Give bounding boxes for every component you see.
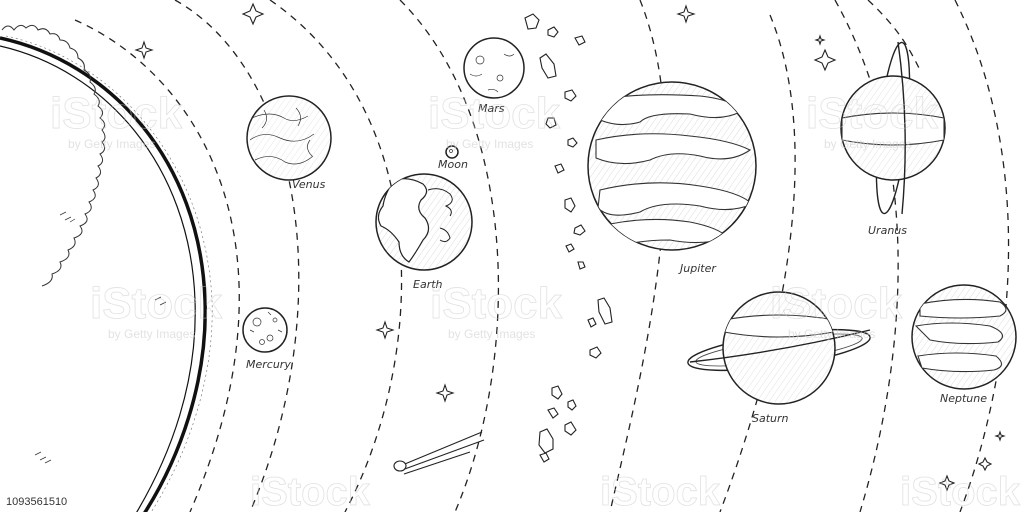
neptune-planet xyxy=(911,284,1017,390)
venus-label: Venus xyxy=(292,178,326,191)
orbit-neptune xyxy=(954,0,1010,513)
mercury-planet xyxy=(242,307,288,353)
uranus-planet xyxy=(840,41,946,215)
orbit-mars xyxy=(399,0,500,513)
watermark-brand-2: iStock xyxy=(428,89,561,138)
mars-planet xyxy=(463,37,525,99)
watermark: iStock by Getty Images iStock by Getty I… xyxy=(50,89,1022,515)
orbit-saturn xyxy=(719,14,796,513)
watermark-credit-4: by Getty Images xyxy=(108,327,195,341)
sparkle-stars xyxy=(134,2,1006,492)
sun xyxy=(0,24,213,517)
watermark-credit-3: by Getty Images xyxy=(824,137,911,151)
orbit-mercury xyxy=(74,19,240,513)
orbit-extra xyxy=(867,0,921,71)
watermark-credit-2: by Getty Images xyxy=(446,137,533,151)
asteroid-belt xyxy=(524,13,613,463)
earth-label: Earth xyxy=(413,278,443,291)
moon-label: Moon xyxy=(438,158,468,171)
earth-planet xyxy=(375,173,473,271)
watermark-credit-6: by Getty Images xyxy=(788,327,875,341)
orbit-jupiter xyxy=(609,0,667,513)
watermark-credit-5: by Getty Images xyxy=(448,327,535,341)
image-id: 1093561510 xyxy=(0,492,100,512)
watermark-brand-9: iStock xyxy=(900,470,1021,512)
saturn-label: Saturn xyxy=(752,412,789,425)
jupiter-planet xyxy=(587,81,757,251)
orbit-uranus xyxy=(834,0,899,513)
watermark-brand: iStock xyxy=(50,89,183,138)
orbit-earth xyxy=(269,0,403,513)
neptune-label: Neptune xyxy=(940,392,987,405)
watermark-brand-6: iStock xyxy=(770,279,903,328)
watermark-brand-5: iStock xyxy=(430,279,563,328)
watermark-brand-3: iStock xyxy=(806,89,939,138)
watermark-brand-8: iStock xyxy=(600,470,721,512)
jupiter-label: Jupiter xyxy=(678,262,717,275)
watermark-credit: by Getty Images xyxy=(68,137,155,151)
uranus-label: Uranus xyxy=(868,224,907,237)
mars-label: Mars xyxy=(478,102,505,115)
watermark-brand-7: iStock xyxy=(250,470,371,512)
venus-planet xyxy=(246,95,332,181)
comet xyxy=(393,431,485,475)
mercury-label: Mercury xyxy=(246,358,291,371)
watermark-brand-4: iStock xyxy=(90,279,223,328)
saturn-planet xyxy=(687,291,871,405)
moon-body xyxy=(445,145,459,159)
